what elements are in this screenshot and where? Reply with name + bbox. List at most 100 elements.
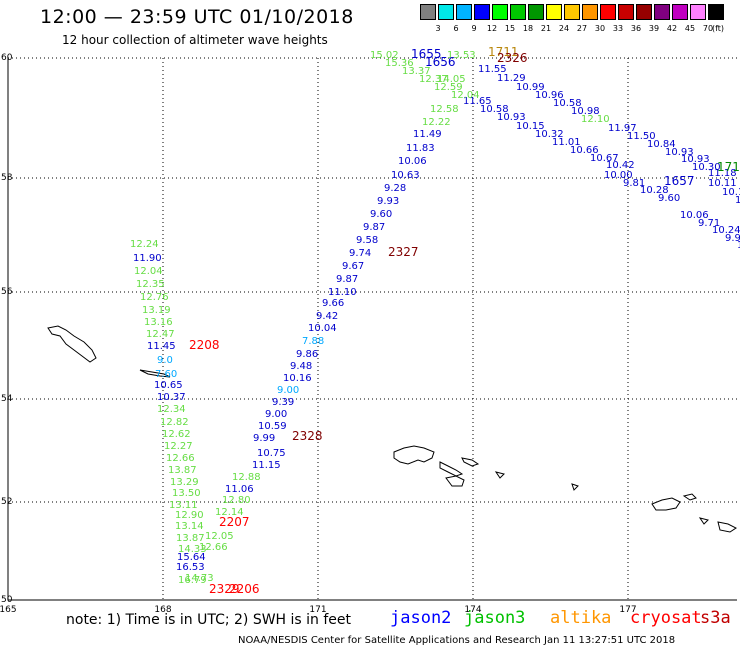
wave-height-label: 13.50 — [172, 488, 201, 499]
wave-height-label: 2206 — [229, 582, 260, 596]
wave-height-label: 9.86 — [296, 349, 318, 360]
wave-height-label: 1655 — [411, 47, 442, 61]
wave-height-label: 1712 — [717, 160, 740, 174]
scale-label: 27 — [576, 24, 588, 33]
wave-height-label: 15.36 — [385, 58, 414, 69]
scale-label: 70 — [702, 24, 714, 33]
scale-label: 39 — [648, 24, 660, 33]
wave-height-label: 10. — [737, 240, 740, 251]
scale-swatch — [582, 4, 598, 20]
wave-height-label: 10.99 — [516, 82, 545, 93]
island-small-1 — [139, 369, 171, 378]
wave-height-label: 12.37 — [419, 74, 448, 85]
scale-label: 18 — [522, 24, 534, 33]
wave-height-label: 9.39 — [272, 397, 294, 408]
wave-height-label: 16.79 — [178, 575, 207, 586]
x-tick-label: 165 — [0, 605, 17, 615]
wave-height-label: 13.19 — [142, 305, 171, 316]
wave-height-label: 16.53 — [176, 562, 205, 573]
island-aleutian-4 — [461, 457, 480, 467]
y-tick-label: 60 — [1, 53, 13, 63]
scale-swatch — [420, 4, 436, 20]
scale-label: 9 — [471, 24, 477, 33]
scale-label: 6 — [453, 24, 459, 33]
wave-height-label: 1711 — [488, 45, 519, 59]
wave-height-label: 10.06 — [680, 210, 709, 221]
wave-height-label: 11.01 — [552, 137, 581, 148]
wave-height-label: 11.97 — [608, 123, 637, 134]
map-title: 12:00 — 23:59 UTC 01/10/2018 — [40, 6, 354, 28]
wave-height-label: 10.24 — [712, 225, 740, 236]
scale-label: 42 — [666, 24, 678, 33]
wave-height-label: 1657 — [664, 174, 695, 188]
x-tick-label: 171 — [309, 605, 326, 615]
wave-height-label: 10.15 — [722, 187, 740, 198]
wave-height-label: 15.02 — [370, 50, 399, 61]
scale-swatch — [546, 4, 562, 20]
wave-height-label: 13.87 — [176, 533, 205, 544]
wave-height-label: 9.48 — [290, 361, 312, 372]
wave-height-label: 10.59 — [258, 421, 287, 432]
legend-jason3: jason3 — [464, 608, 526, 628]
wave-height-label: 11.55 — [478, 64, 507, 75]
wave-height-label: 12.34 — [157, 404, 186, 415]
scale-label: 36 — [630, 24, 642, 33]
wave-height-label: 10.84 — [647, 139, 676, 150]
wave-height-label: 10.42 — [606, 160, 635, 171]
scale-unit: (ft) — [712, 24, 725, 33]
wave-height-label: 2208 — [189, 338, 220, 352]
legend-jason2: jason2 — [390, 608, 452, 628]
scale-swatch — [618, 4, 634, 20]
y-tick-label: 50 — [1, 595, 13, 605]
island-aleutian-8 — [698, 517, 709, 525]
wave-height-label: 13.87 — [168, 465, 197, 476]
wave-height-label: 12.66 — [199, 542, 228, 553]
y-tick-label: 52 — [1, 497, 12, 507]
wave-height-label: 13.29 — [170, 477, 199, 488]
island-aleutian-7 — [651, 497, 681, 511]
wave-height-label: 12.76 — [140, 292, 169, 303]
x-tick-label: 177 — [619, 605, 636, 615]
wave-height-label: 9.93 — [377, 196, 399, 207]
wave-height-label: 10.32 — [535, 129, 564, 140]
wave-height-label: 11.18 — [708, 168, 737, 179]
wave-height-label: 12.05 — [205, 531, 234, 542]
scale-swatch — [564, 4, 580, 20]
island-aleutian-1 — [393, 445, 435, 465]
wave-height-label: 11.29 — [497, 73, 526, 84]
wave-height-label: 9.81 — [623, 178, 645, 189]
scale-label: 12 — [486, 24, 498, 33]
wave-height-label: 12.27 — [164, 441, 193, 452]
wave-height-label: 10.98 — [571, 106, 600, 117]
wave-height-label: 9.0 — [157, 355, 173, 366]
wave-height-label: 12.04 — [451, 90, 480, 101]
wave-height-label: 10.11 — [708, 178, 737, 189]
x-tick-label: 174 — [464, 605, 481, 615]
wave-height-label: 15.64 — [177, 552, 206, 563]
scale-swatch — [510, 4, 526, 20]
wave-height-label: 9.58 — [356, 235, 378, 246]
wave-height-label: 7.88 — [302, 336, 324, 347]
scale-swatch — [690, 4, 706, 20]
landmasses — [47, 325, 737, 533]
wave-height-label: 10.63 — [391, 170, 420, 181]
axis-ticks: 165 168 171 174 177 60 58 56 54 52 50 — [0, 53, 637, 615]
wave-height-label: 9.66 — [322, 298, 344, 309]
wave-height-label: 9.60 — [658, 193, 680, 204]
wave-height-label: 11.10 — [328, 287, 357, 298]
wave-height-label: 9.00 — [265, 409, 287, 420]
footer-credit: NOAA/NESDIS Center for Satellite Applica… — [238, 635, 676, 646]
wave-height-label: 1656 — [425, 55, 456, 69]
wave-height-label: 11.50 — [627, 131, 656, 142]
wave-height-label: 10.58 — [553, 98, 582, 109]
wave-height-label: 7.60 — [155, 369, 177, 380]
wave-height-label: 10.96 — [535, 90, 564, 101]
wave-height-label: 10.75 — [257, 448, 286, 459]
wave-height-label: 12.82 — [160, 417, 189, 428]
scale-label: 33 — [612, 24, 624, 33]
wave-height-label: 12.59 — [434, 82, 463, 93]
island-aleutian-2 — [439, 461, 464, 477]
wave-height-label: 13.53 — [447, 50, 476, 61]
